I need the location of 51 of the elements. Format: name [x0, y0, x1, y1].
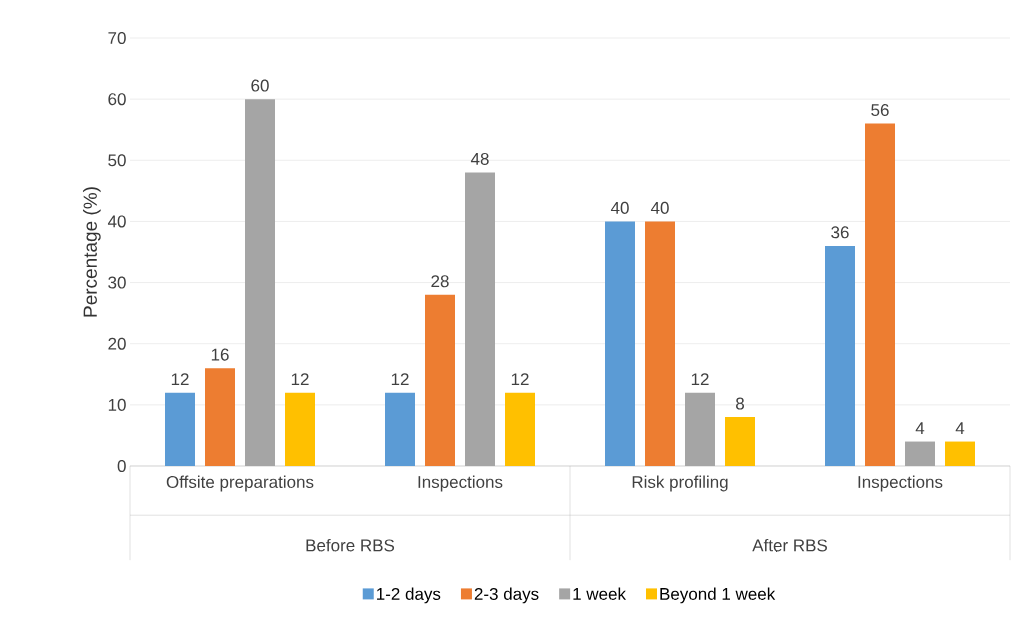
data-label: 40	[610, 201, 629, 214]
bar	[465, 172, 495, 466]
data-label: 12	[171, 373, 189, 386]
bar	[285, 392, 315, 466]
x-tick-label: Offsite preparations	[166, 475, 314, 492]
y-tick-label: 70	[108, 31, 126, 45]
bar	[605, 221, 635, 466]
x-tick-label: Risk profiling	[632, 475, 728, 492]
bar	[905, 441, 935, 466]
data-label: 8	[736, 397, 744, 410]
bar	[645, 221, 675, 466]
y-tick-label: 20	[108, 337, 126, 350]
bar	[165, 392, 195, 466]
bar	[825, 245, 856, 466]
data-label: 48	[470, 152, 489, 165]
y-axis-title: Percentage (%)	[82, 187, 101, 317]
y-tick-label: 30	[108, 276, 126, 289]
y-tick-label: 50	[108, 154, 126, 167]
legend-label: 2-3 days	[474, 587, 539, 604]
bar	[205, 368, 235, 466]
bar	[945, 441, 976, 466]
x-tick-label: Inspections	[418, 475, 503, 492]
legend-label: Beyond 1 week	[660, 587, 776, 604]
data-label: 60	[251, 79, 269, 92]
bar	[245, 99, 275, 466]
data-label: 40	[650, 201, 669, 214]
data-label: 12	[391, 373, 409, 386]
data-label: 28	[431, 275, 449, 288]
y-tick-label: 40	[107, 215, 126, 228]
legend-label: 1 week	[573, 587, 627, 600]
bar	[385, 392, 415, 466]
bar	[685, 392, 715, 466]
text: Before RBS	[306, 538, 395, 552]
bar	[425, 294, 455, 466]
data-label: 4	[915, 422, 925, 435]
bar	[725, 417, 756, 466]
data-label: 36	[831, 226, 849, 239]
legend-label: 1-2 days	[377, 587, 441, 604]
data-label: 4	[955, 422, 965, 435]
y-tick-label: 0	[117, 459, 126, 473]
bar	[865, 123, 895, 466]
data-label: 12	[291, 373, 309, 386]
y-tick-label: 60	[108, 93, 126, 106]
text: After RBS	[752, 538, 827, 552]
y-tick-label: 10	[108, 398, 126, 411]
data-label: 56	[871, 104, 889, 117]
data-label: 12	[691, 373, 709, 386]
data-label: 16	[211, 348, 229, 361]
bar	[505, 392, 535, 466]
data-label: 12	[511, 373, 529, 386]
x-tick-label: Inspections	[858, 475, 943, 492]
